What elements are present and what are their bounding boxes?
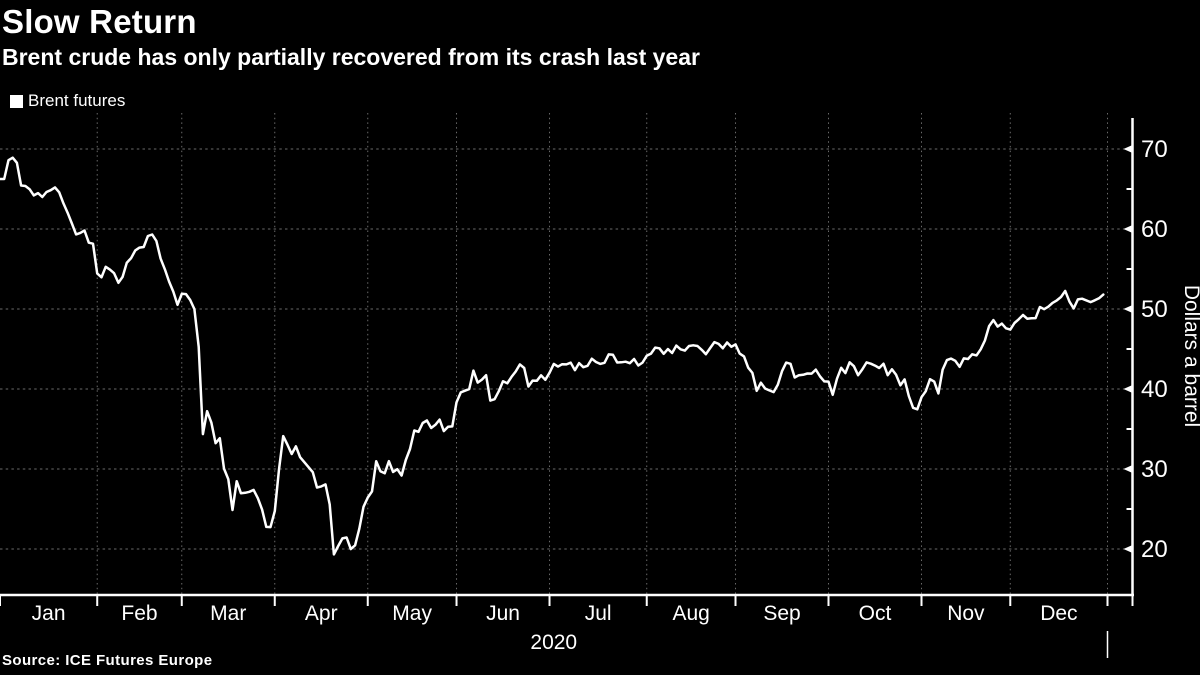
y-tick-label: 40 (1141, 376, 1168, 403)
legend-label: Brent futures (28, 91, 126, 110)
year-label: 2020 (530, 631, 577, 654)
legend: Brent futures (10, 91, 125, 111)
month-label: Jan (32, 602, 66, 625)
legend-swatch-icon (10, 94, 23, 108)
month-label: Nov (947, 602, 985, 625)
month-label: Dec (1040, 602, 1077, 625)
y-major-tick (1123, 305, 1133, 313)
source-note: Source: ICE Futures Europe (2, 652, 213, 669)
y-major-tick (1123, 465, 1133, 473)
month-label: Apr (305, 602, 338, 625)
month-label: Jul (585, 602, 612, 625)
y-tick-label: 70 (1141, 136, 1168, 163)
page-title: Slow Return (2, 3, 197, 40)
y-tick-label: 20 (1141, 536, 1168, 563)
month-label: Mar (210, 602, 246, 625)
y-axis-title: Dollars a barrel (1180, 285, 1200, 427)
month-label: Feb (121, 602, 157, 625)
month-label: Jun (486, 602, 520, 625)
month-label: Oct (859, 602, 892, 625)
month-label: Sep (763, 602, 800, 625)
month-label: Aug (672, 602, 709, 625)
y-tick-label: 60 (1141, 216, 1168, 243)
month-label: May (392, 602, 432, 625)
y-major-tick (1123, 385, 1133, 393)
y-tick-label: 30 (1141, 456, 1168, 483)
page-subtitle: Brent crude has only partially recovered… (2, 44, 700, 70)
price-line (0, 156, 1105, 556)
y-major-tick (1123, 545, 1133, 553)
y-major-tick (1123, 145, 1133, 153)
y-tick-label: 50 (1141, 296, 1168, 323)
y-major-tick (1123, 225, 1133, 233)
